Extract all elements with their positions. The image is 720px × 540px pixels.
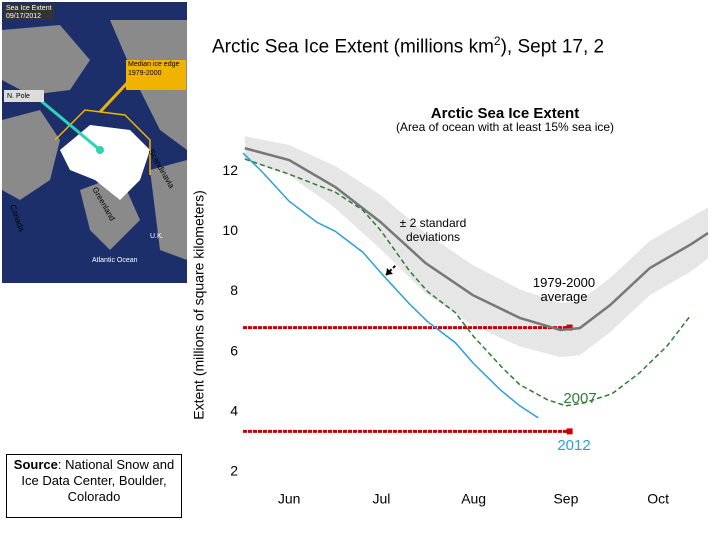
place-label: Atlantic Ocean [92, 257, 138, 264]
x-tick-label: Sep [553, 491, 578, 507]
series-label: 2007 [563, 390, 597, 407]
std-band [244, 136, 709, 358]
y-tick-label: 2 [230, 463, 238, 479]
reference-end [566, 324, 573, 331]
y-tick-label: 6 [230, 342, 238, 358]
series-label: 1979-2000 average [532, 275, 596, 304]
pole-dot [96, 146, 104, 154]
y-tick-label: 4 [230, 403, 238, 419]
map-header [4, 4, 54, 20]
median-edge [54, 109, 151, 175]
pole-pointer [39, 98, 101, 152]
map-title: Sea Ice Extent [6, 5, 52, 12]
map-ice [60, 125, 150, 200]
title-part: ), Sept 17, 2 [500, 36, 605, 58]
x-tick-label: Oct [647, 491, 669, 507]
median-label-box: Median ice edge 1979-2000 [128, 61, 180, 77]
place-label: U.K. [150, 233, 164, 240]
series-line [244, 158, 692, 407]
x-tick-label: Jul [372, 491, 390, 507]
y-tick-label: 8 [230, 282, 238, 298]
pole-label: N. Pole [7, 93, 30, 100]
ice-map: Sea Ice Extent 09/17/2012 Median ice edg… [2, 2, 187, 283]
x-tick-label: Aug [461, 491, 486, 507]
series-line [244, 147, 709, 332]
x-tick-label: Jun [278, 491, 301, 507]
pole-box [4, 90, 44, 102]
source-head: Source [13, 457, 58, 472]
chart-subtitle: (Area of ocean with at least 15% sea ice… [396, 120, 614, 134]
slide-title: Arctic Sea Ice Extent (millions km2), Se… [212, 34, 604, 58]
band-label: ± 2 standard deviations [399, 216, 467, 244]
title-part: Arctic Sea Ice Extent (millions km [212, 36, 494, 58]
y-tick-label: 10 [222, 222, 238, 238]
series-label: 2012 [557, 437, 591, 454]
median-label: Median ice edge 1979-2000 [128, 61, 180, 77]
title-sup: 2 [493, 34, 501, 48]
y-tick-label: 12 [222, 162, 238, 178]
source-text: : National Snow and Ice Data Center, Bou… [21, 457, 175, 504]
source-box: Source: National Snow and Ice Data Cente… [6, 454, 182, 518]
map-date: 09/17/2012 [6, 13, 41, 20]
reference-end [566, 428, 573, 435]
chart: Arctic Sea Ice Extent (Area of ocean wit… [191, 105, 709, 507]
y-axis-title: Extent (millions of square kilometers) [191, 190, 207, 420]
series-line [242, 152, 539, 419]
chart-title: Arctic Sea Ice Extent [431, 105, 579, 122]
edge-pointer [98, 80, 130, 114]
median-box [126, 60, 186, 90]
